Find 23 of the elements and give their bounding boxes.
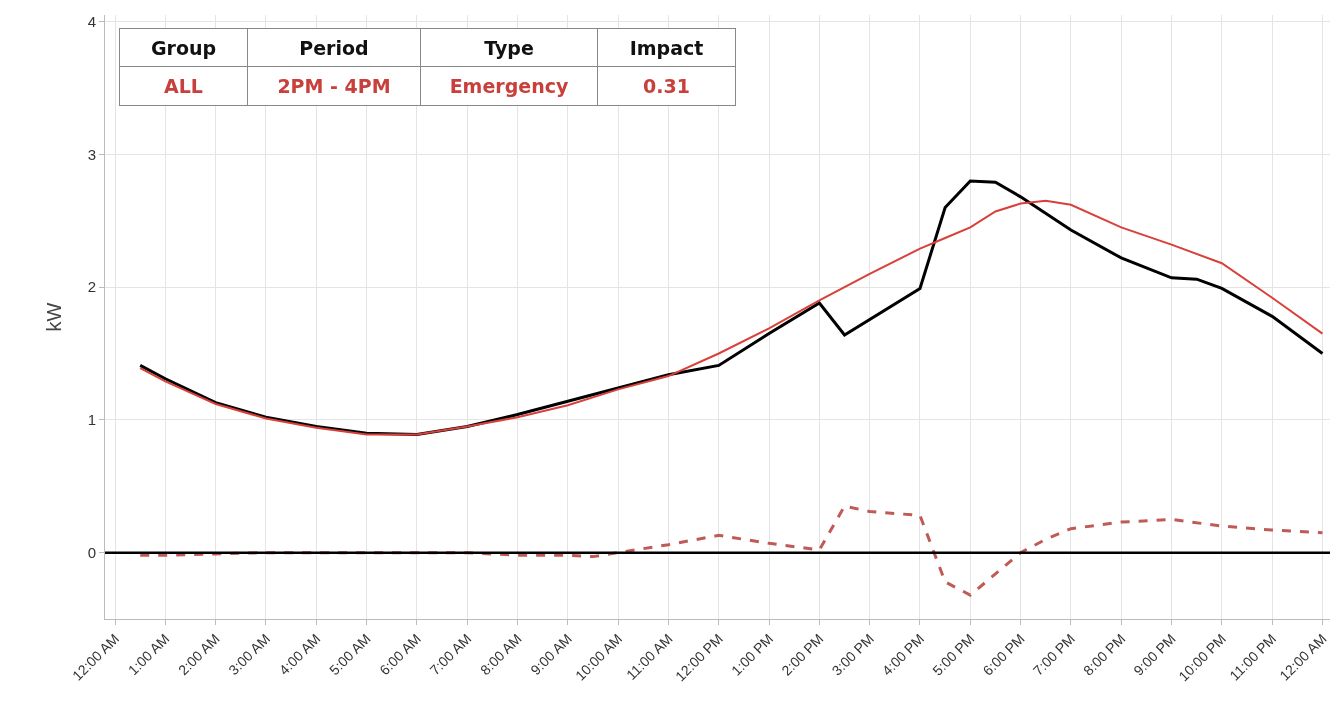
- y-tick-label: 1: [87, 411, 96, 429]
- annotation: Emergency: [420, 66, 598, 106]
- annotation: 2PM - 4PM: [247, 66, 421, 106]
- annotation: Impact: [597, 28, 736, 67]
- x-tick-label: 9:00 PM: [1130, 630, 1179, 679]
- y-tick-label: 3: [87, 145, 96, 163]
- x-tick-label: 7:00 PM: [1029, 630, 1078, 679]
- x-tick-label: 5:00 PM: [929, 630, 978, 679]
- y-tick-label: 0: [87, 543, 96, 561]
- annotation: ALL: [119, 66, 248, 106]
- y-tick-label: 4: [87, 12, 96, 30]
- x-tick-label: 8:00 PM: [1080, 630, 1129, 679]
- annotation: Type: [420, 28, 598, 67]
- annotation: Period: [247, 28, 421, 67]
- y-axis-title: kW: [43, 302, 66, 332]
- x-tick-label: 3:00 PM: [828, 630, 877, 679]
- annotation: 0.31: [597, 66, 736, 106]
- x-tick-label: 4:00 PM: [878, 630, 928, 679]
- x-tick-label: 7:00 AM: [426, 630, 475, 679]
- y-tick-label: 2: [87, 278, 96, 296]
- annotation: Group: [119, 28, 248, 67]
- x-tick-label: 4:00 AM: [275, 630, 324, 679]
- x-tick-label: 6:00 PM: [979, 630, 1028, 679]
